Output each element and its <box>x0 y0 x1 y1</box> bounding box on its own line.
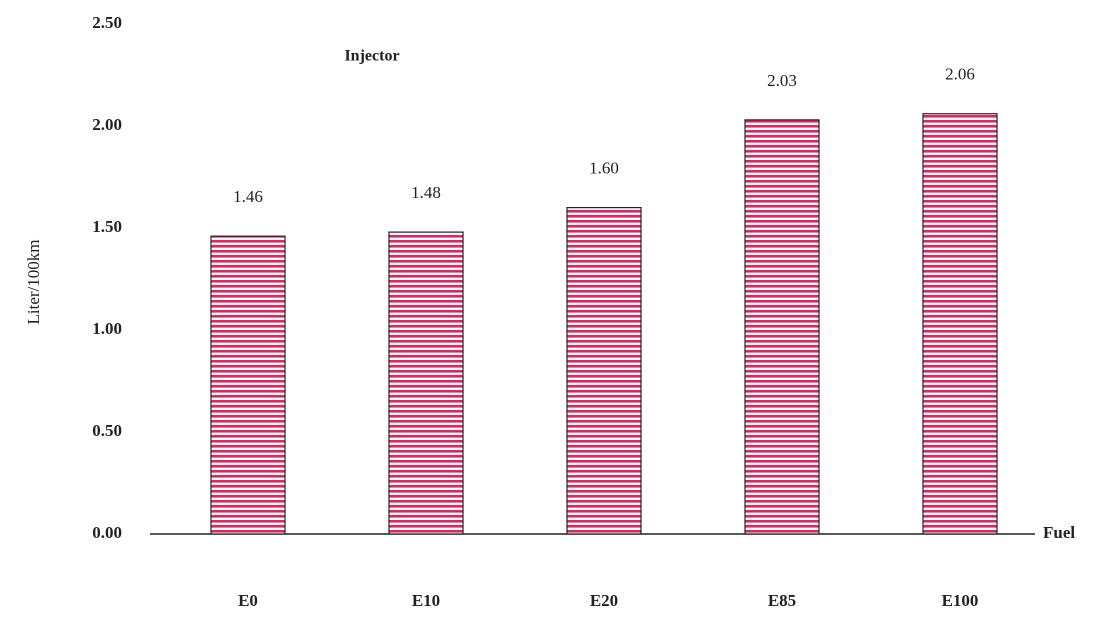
y-tick-label: 0.00 <box>92 523 122 542</box>
bar <box>210 235 286 535</box>
x-tick-label: E100 <box>942 591 979 610</box>
bar <box>388 231 464 535</box>
bar <box>566 207 642 535</box>
annotation: Injector <box>344 48 399 65</box>
x-axis-title: Fuel <box>1043 523 1075 542</box>
value-label: 2.06 <box>945 65 975 84</box>
bar <box>922 113 998 535</box>
value-label: 1.60 <box>589 159 619 178</box>
x-tick-label: E85 <box>768 591 796 610</box>
value-label: 2.03 <box>767 71 797 90</box>
y-axis-title: Liter/100km <box>24 240 43 325</box>
y-tick-label: 2.00 <box>92 115 122 134</box>
y-tick-label: 0.50 <box>92 421 122 440</box>
y-tick-label: 1.00 <box>92 319 122 338</box>
value-label: 1.48 <box>411 183 441 202</box>
y-tick-label: 1.50 <box>92 217 122 236</box>
bar <box>744 119 820 535</box>
x-tick-label: E10 <box>412 591 440 610</box>
x-tick-label: E20 <box>590 591 618 610</box>
value-label: 1.46 <box>233 187 263 206</box>
x-tick-label: E0 <box>238 591 258 610</box>
y-tick-label: 2.50 <box>92 13 122 32</box>
